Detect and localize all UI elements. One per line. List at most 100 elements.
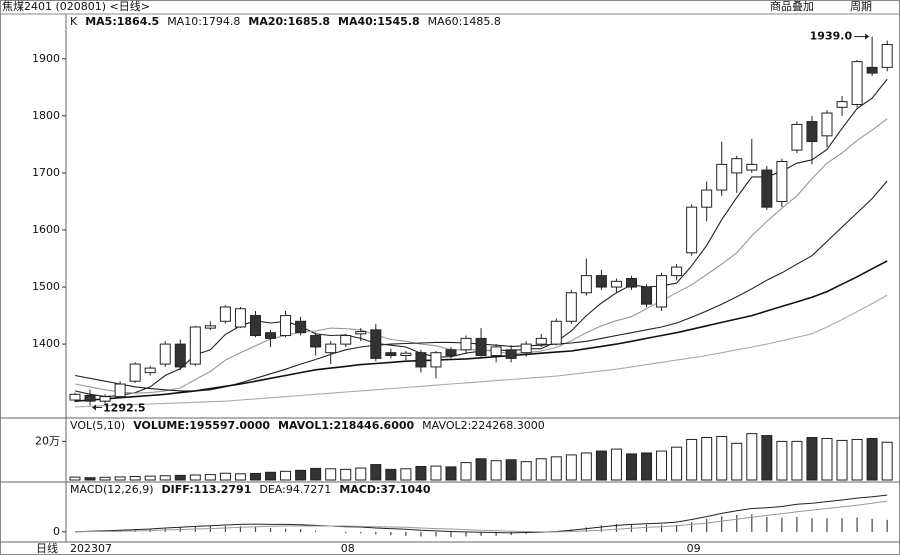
overlay-button[interactable]: 商品叠加 (770, 0, 814, 13)
candle-body (806, 121, 818, 143)
volume-bar (851, 438, 863, 481)
candle-body (415, 352, 427, 368)
candle-body (610, 280, 622, 288)
volume-bar (746, 433, 758, 481)
candle-body (776, 161, 788, 202)
volume-bar (550, 456, 562, 481)
candle-body (731, 158, 743, 174)
volume-bar (234, 473, 246, 481)
macd-line (74, 494, 888, 534)
candle-body (340, 335, 352, 345)
volume-bar (535, 458, 547, 481)
volume-bar (114, 476, 126, 481)
candle-body (310, 335, 322, 348)
indicator-value: MA40:1545.8 (338, 15, 420, 28)
candle-body (174, 343, 186, 368)
x-tick-label: 202307 (70, 542, 112, 555)
candle-body (189, 326, 201, 365)
volume-bar (806, 437, 818, 481)
y-tick-label: 0 (53, 525, 60, 538)
volume-bar (776, 440, 788, 481)
candle-body (430, 352, 442, 368)
volume-bar (204, 474, 216, 481)
candle-body (866, 66, 878, 74)
candle-body (325, 343, 337, 354)
volume-bar (460, 462, 472, 481)
indicator-label: VOL(5,10) (70, 419, 125, 432)
candle-body (641, 286, 653, 305)
volume-bar (836, 439, 848, 481)
candle-body (265, 332, 277, 339)
candle-body (159, 343, 171, 365)
indicator-value: MA20:1685.8 (248, 15, 330, 28)
candle-body (701, 189, 713, 208)
candle-body (565, 292, 577, 322)
volume-bar (821, 437, 833, 481)
volume-bar (430, 465, 442, 481)
candle-body (355, 331, 367, 335)
candle-body (84, 394, 96, 402)
candle-body (249, 315, 261, 337)
volume-bar (355, 467, 367, 481)
volume-bar (761, 435, 773, 481)
volume-bar (595, 450, 607, 481)
volume-bar (219, 472, 231, 481)
candle-body (400, 352, 412, 357)
volume-bar (265, 471, 277, 481)
volume-bar (580, 452, 592, 481)
volume-bar (520, 461, 532, 481)
candle-body (460, 337, 472, 351)
volume-bar (490, 460, 502, 481)
candle-body (761, 169, 773, 208)
y-tick-label: 1800 (32, 109, 60, 122)
volume-bar (881, 441, 893, 481)
y-tick-label: 1700 (32, 166, 60, 179)
x-tick-label: 08 (341, 542, 355, 555)
volume-bar (445, 466, 457, 481)
annotation: 1939.0 (810, 30, 853, 43)
volume-bar (174, 474, 186, 481)
candle-body (520, 343, 532, 354)
candle-body (445, 349, 457, 357)
period-button[interactable]: 周期 (850, 0, 872, 13)
indicator-value: DIFF:113.2791 (162, 483, 252, 496)
volume-bar (99, 476, 111, 481)
volume-bar (340, 468, 352, 481)
volume-bar (249, 472, 261, 481)
volume-bar (400, 468, 412, 481)
candle-body (716, 163, 728, 191)
candle-body (881, 44, 893, 68)
ma-line (74, 260, 888, 402)
ma-line (74, 294, 888, 408)
candle-body (791, 123, 803, 151)
volume-bar (280, 470, 292, 481)
volume-bar (385, 468, 397, 481)
candle-body (234, 308, 246, 328)
volume-bar (69, 476, 81, 481)
volume-bar (310, 467, 322, 481)
candle-body (821, 112, 833, 137)
volume-bar (129, 476, 141, 481)
volume-bar (716, 436, 728, 481)
x-axis-label: 日线 (36, 541, 58, 555)
arrow-head (92, 404, 97, 411)
candle-body (625, 277, 637, 288)
volume-bar (625, 453, 637, 481)
candle-body (671, 266, 683, 277)
candle-body (535, 337, 547, 345)
candle-body (114, 383, 126, 398)
volume-bar (866, 437, 878, 481)
arrow-head (865, 33, 870, 40)
volume-bar (370, 464, 382, 481)
volume-bar (295, 469, 307, 481)
indicator-value: MACD:37.1040 (339, 483, 431, 496)
candle-body (550, 320, 562, 345)
candle-body (746, 163, 758, 171)
indicator-value: MA5:1864.5 (85, 15, 159, 28)
candle-body (280, 315, 292, 337)
indicator-value: MAVOL1:218446.6000 (278, 419, 415, 432)
candle-body (370, 329, 382, 359)
candle-body (69, 393, 81, 401)
candle-body (656, 275, 668, 308)
